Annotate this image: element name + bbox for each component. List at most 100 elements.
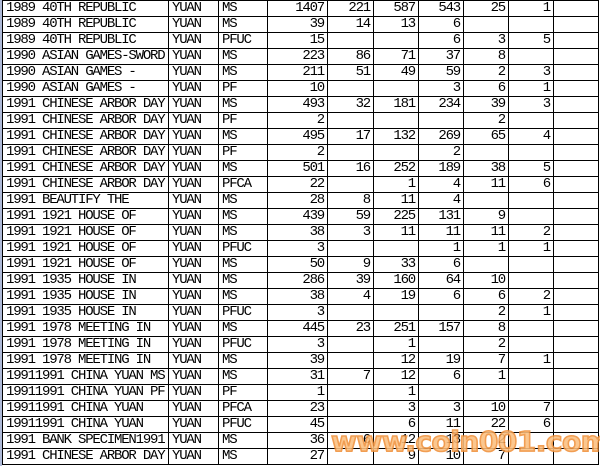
cell-count: 7 [327,368,374,385]
cell-empty [553,128,599,145]
cell-grade: MS [218,0,268,17]
cell-empty [553,80,599,97]
cell-count [327,352,374,369]
watermark: www.coin001.com [330,424,600,459]
cell-count: 6 [418,288,464,305]
cell-count: 3 [267,304,328,321]
cell-count: 28 [267,192,328,209]
cell-currency: YUAN [168,400,219,417]
cell-count [373,144,419,161]
cell-count [463,384,509,401]
cell-count: 2 [508,224,554,241]
cell-currency: YUAN [168,272,219,289]
cell-description: 1991 1935 HOUSE IN [2,288,169,305]
cell-count: 39 [267,352,328,369]
cell-count [327,112,374,129]
cell-currency: YUAN [168,144,219,161]
cell-count: 31 [267,368,328,385]
cell-count [327,32,374,49]
cell-count: 2 [463,336,509,353]
cell-count: 445 [267,320,328,337]
cell-currency: YUAN [168,192,219,209]
cell-count: 49 [373,64,419,81]
cell-currency: YUAN [168,448,219,465]
cell-count: 13 [373,16,419,33]
cell-empty [553,352,599,369]
cell-count: 269 [418,128,464,145]
cell-count [508,272,554,289]
cell-currency: YUAN [168,240,219,257]
cell-count: 1 [373,176,419,193]
cell-description: 1991 BEAUTIFY THE [2,192,169,209]
cell-count [463,256,509,273]
cell-grade: MS [218,256,268,273]
table-row: 1990 ASIAN GAMES - YUAN PF 10 3 6 1 [2,80,599,97]
cell-grade: PF [218,80,268,97]
cell-count: 223 [267,48,328,65]
cell-count: 439 [267,208,328,225]
cell-description: 1989 40TH REPUBLIC [2,32,169,49]
cell-count: 587 [373,0,419,17]
cell-grade: MS [218,192,268,209]
cell-count [327,400,374,417]
cell-count: 1407 [267,0,328,17]
cell-grade: PFUC [218,304,268,321]
cell-count [418,112,464,129]
cell-count: 3 [508,96,554,113]
table-row: 1991 1978 MEETING IN YUAN MS 445 23 251 157 8 [2,320,599,337]
cell-count: 3 [327,224,374,241]
cell-empty [553,224,599,241]
cell-count: 2 [508,288,554,305]
cell-grade: MS [218,368,268,385]
cell-currency: YUAN [168,304,219,321]
table-row: 1991 CHINESE ARBOR DAY YUAN MS 27 9 10 7 [2,448,599,465]
cell-empty [553,32,599,49]
cell-count: 17 [327,128,374,145]
table-row: 1990 ASIAN GAMES-SWORD YUAN MS 223 86 71 37 8 [2,48,599,65]
cell-description: 19911991 CHINA YUAN [2,400,169,417]
cell-grade: PFUC [218,416,268,433]
cell-count: 1 [267,384,328,401]
cell-count: 71 [373,48,419,65]
cell-count: 5 [508,160,554,177]
cell-count: 3 [373,400,419,417]
cell-count: 3 [418,400,464,417]
cell-count [463,144,509,161]
cell-currency: YUAN [168,176,219,193]
cell-count: 1 [463,240,509,257]
cell-count: 9 [327,256,374,273]
cell-count: 1 [508,80,554,97]
cell-count: 12 [373,352,419,369]
cell-count [373,80,419,97]
cell-count [373,240,419,257]
table-row: 19911991 CHINA YUAN MS YUAN MS 31 7 12 6 1 [2,368,599,385]
cell-grade: MS [218,448,268,465]
cell-count: 22 [267,176,328,193]
cell-currency: YUAN [168,96,219,113]
table-row: 19911991 CHINA YUAN YUAN PFCA 23 3 3 10 7 [2,400,599,417]
cell-count: 37 [418,48,464,65]
cell-currency: YUAN [168,112,219,129]
cell-count: 6 [508,176,554,193]
cell-empty [553,288,599,305]
cell-count: 1 [463,368,509,385]
cell-description: 1991 CHINESE ARBOR DAY [2,176,169,193]
cell-description: 1991 1935 HOUSE IN [2,272,169,289]
cell-description: 1989 40TH REPUBLIC [2,16,169,33]
table-row: 1991 1978 MEETING IN YUAN MS 39 12 19 7 1 [2,352,599,369]
cell-count [327,80,374,97]
cell-currency: YUAN [168,256,219,273]
cell-count: 11 [463,224,509,241]
cell-empty [553,272,599,289]
cell-count: 11 [463,176,509,193]
cell-count: 6 [463,80,509,97]
cell-count [508,320,554,337]
table-row: 1989 40TH REPUBLIC YUAN MS 1407 221 587 543 25 1 [2,0,599,17]
cell-count: 38 [267,288,328,305]
cell-count: 2 [267,144,328,161]
cell-count: 11 [373,192,419,209]
cell-count [418,384,464,401]
cell-count: 7 [508,400,554,417]
cell-count [508,192,554,209]
cell-count: 6 [463,288,509,305]
